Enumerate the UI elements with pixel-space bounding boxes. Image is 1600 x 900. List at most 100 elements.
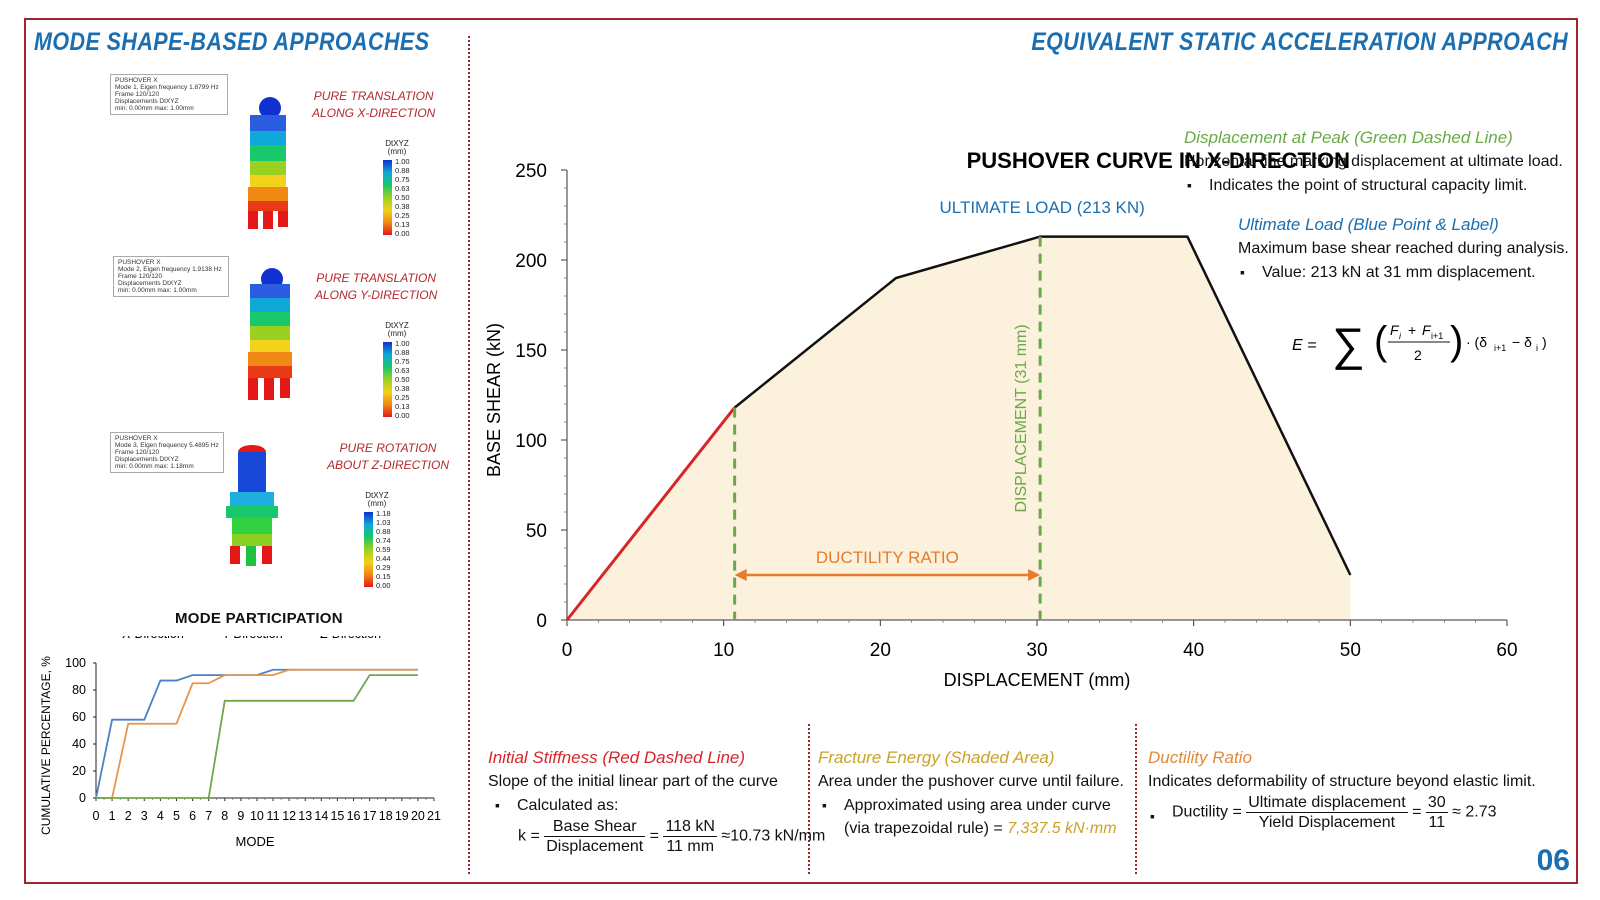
- legend-label-1: X-Direction: [122, 636, 184, 641]
- po-ytick-label: 50: [526, 521, 547, 542]
- mp-series-y-direction: [96, 668, 418, 799]
- mode-1-label: PURE TRANSLATION ALONG X-DIRECTION: [312, 89, 436, 120]
- mp-xtick-label: 5: [173, 809, 180, 823]
- mp-ytick-label: 60: [72, 710, 86, 724]
- mp-series-z-direction: [96, 674, 418, 799]
- po-ytick-label: 0: [536, 611, 547, 632]
- svg-text:i: i: [1536, 343, 1538, 353]
- svg-text:i+1: i+1: [1431, 331, 1443, 341]
- green-annotation-heading: Displacement at Peak (Green Dashed Line): [1184, 128, 1513, 147]
- po-ytick-label: 200: [515, 251, 547, 272]
- mode-2-label: PURE TRANSLATION ALONG Y-DIRECTION: [315, 271, 438, 302]
- mp-xtick-label: 9: [237, 809, 244, 823]
- po-xtick-label: 50: [1340, 640, 1361, 661]
- mp-xtick-label: 21: [427, 809, 441, 823]
- mode-3-label: PURE ROTATION ABOUT Z-DIRECTION: [327, 441, 449, 472]
- svg-text:i+1: i+1: [1494, 343, 1506, 353]
- mp-ytick-label: 100: [65, 656, 86, 670]
- po-xtick-label: 60: [1496, 640, 1517, 661]
- mp-xtick-label: 4: [157, 809, 164, 823]
- mode-3-info: PUSHOVER X Mode 3, Eigen frequency 5.489…: [110, 432, 224, 473]
- mp-xtick-label: 10: [250, 809, 264, 823]
- blue-annotation-heading: Ultimate Load (Blue Point & Label): [1238, 215, 1499, 234]
- fracture-value: 7,337.5 kN·mm: [1007, 820, 1117, 837]
- mp-x-label: MODE: [236, 834, 275, 849]
- mp-xtick-label: 3: [141, 809, 148, 823]
- mode-2-info: PUSHOVER X Mode 2, Eigen frequency 1.913…: [113, 256, 229, 297]
- fracture-bullet: Approximated using area under curve: [822, 797, 1111, 815]
- ductility-arrow-left-head: [734, 569, 747, 581]
- fracture-text: Area under the pushover curve until fail…: [818, 773, 1124, 790]
- mp-ytick-label: 0: [79, 791, 86, 805]
- mp-xtick-label: 7: [205, 809, 212, 823]
- svg-text:· (δ: · (δ: [1466, 334, 1487, 350]
- mode-participation-chart: X-DirectionY-DirectionZ-Direction0204060…: [39, 636, 441, 849]
- svg-text:− δ: − δ: [1512, 334, 1532, 350]
- mp-series-x-direction: [95, 668, 418, 799]
- legend-label-2: Y-Direction: [222, 636, 283, 641]
- svg-text:2: 2: [1414, 347, 1422, 363]
- mp-xtick-label: 0: [93, 809, 100, 823]
- po-y-label: BASE SHEAR (kN): [484, 323, 504, 477]
- blue-annotation-bullet: Value: 213 kN at 31 mm displacement.: [1240, 264, 1536, 282]
- fracture-energy-area: [567, 236, 1351, 620]
- green-annotation-text: Horizontal line marking displacement at …: [1184, 153, 1563, 170]
- svg-text:F: F: [1390, 322, 1400, 338]
- initial-stiffness-line: [565, 406, 736, 621]
- green-annotation-bullet: Indicates the point of structural capaci…: [1187, 177, 1527, 195]
- stiffness-text: Slope of the initial linear part of the …: [488, 773, 778, 790]
- mp-xtick-label: 2: [125, 809, 132, 823]
- svg-text:∑: ∑: [1332, 318, 1365, 370]
- mp-xtick-label: 14: [314, 809, 328, 823]
- po-ytick-label: 100: [515, 431, 547, 452]
- mode-3-legend-bar: [364, 512, 373, 587]
- mp-xtick-label: 8: [221, 809, 228, 823]
- stiffness-bullet: Calculated as:: [495, 797, 618, 815]
- mp-xtick-label: 13: [298, 809, 312, 823]
- divider-left: [468, 36, 470, 874]
- page-number: 06: [1536, 844, 1570, 877]
- svg-text:): ): [1450, 319, 1463, 363]
- fracture-heading: Fracture Energy (Shaded Area): [818, 748, 1055, 767]
- po-xtick-label: 30: [1026, 640, 1047, 661]
- stiffness-formula: k = Base Shear Displacement = 118 kN 11 mm…: [518, 818, 826, 855]
- mp-xtick-label: 20: [411, 809, 425, 823]
- mode-1-model: [248, 97, 288, 229]
- svg-text:+: +: [1408, 322, 1416, 338]
- po-xtick-label: 10: [713, 640, 734, 661]
- mode-1-legend-title: DtXYZ (mm): [385, 139, 409, 156]
- mp-xtick-label: 17: [363, 809, 377, 823]
- left-header: MODE SHAPE-BASED APPROACHES: [34, 28, 430, 56]
- mp-xtick-label: 19: [395, 809, 409, 823]
- mp-ytick-label: 20: [72, 764, 86, 778]
- mode-participation-title: MODE PARTICIPATION: [175, 610, 343, 627]
- ductility-text: Indicates deformability of structure bey…: [1148, 773, 1536, 790]
- ductility-arrow-right-head: [1028, 569, 1041, 581]
- po-xtick-label: 40: [1183, 640, 1204, 661]
- ultimate-load-label: ULTIMATE LOAD (213 KN): [939, 198, 1144, 217]
- svg-text:F: F: [1422, 322, 1432, 338]
- svg-text:E =: E =: [1292, 337, 1316, 354]
- divider-bottom-2: [1135, 724, 1137, 874]
- po-ytick-label: 250: [515, 161, 547, 182]
- mp-xtick-label: 12: [282, 809, 296, 823]
- blue-annotation-text: Maximum base shear reached during analys…: [1238, 240, 1569, 257]
- displacement-label: DISPLACEMENT (31 mm): [1013, 324, 1030, 512]
- mode-2-legend-title: DtXYZ (mm): [385, 321, 409, 338]
- mode-1-info: PUSHOVER X Mode 1, Eigen frequency 1.879…: [110, 74, 228, 115]
- legend-label-3: Z-Direction: [320, 636, 381, 641]
- mp-ytick-label: 80: [72, 683, 86, 697]
- mp-xtick-label: 15: [330, 809, 344, 823]
- mp-xtick-label: 11: [267, 809, 280, 823]
- ductility-ratio-label: DUCTILITY RATIO: [816, 548, 959, 567]
- pushover-chart: 0 50 100 150 200 250 0 10 20 30 40 50 60 DISPLACEMENT…: [484, 150, 1518, 690]
- right-header: EQUIVALENT STATIC ACCELERATION APPROACH: [1031, 28, 1568, 56]
- mode-2-legend-bar: [383, 342, 392, 417]
- fracture-bullet-line2: (via trapezoidal rule) = 7,337.5 kN·mm: [844, 820, 1117, 837]
- po-title: PUSHOVER CURVE IN X-DIRECTION: [967, 150, 1350, 173]
- mode-3-model: [226, 445, 278, 566]
- po-x-label: DISPLACEMENT (mm): [944, 670, 1131, 690]
- mode-1-legend-bar: [383, 160, 392, 235]
- ductility-formula: Ductility = Ultimate displacement Yield D…: [1172, 794, 1497, 831]
- mp-xtick-label: 16: [347, 809, 361, 823]
